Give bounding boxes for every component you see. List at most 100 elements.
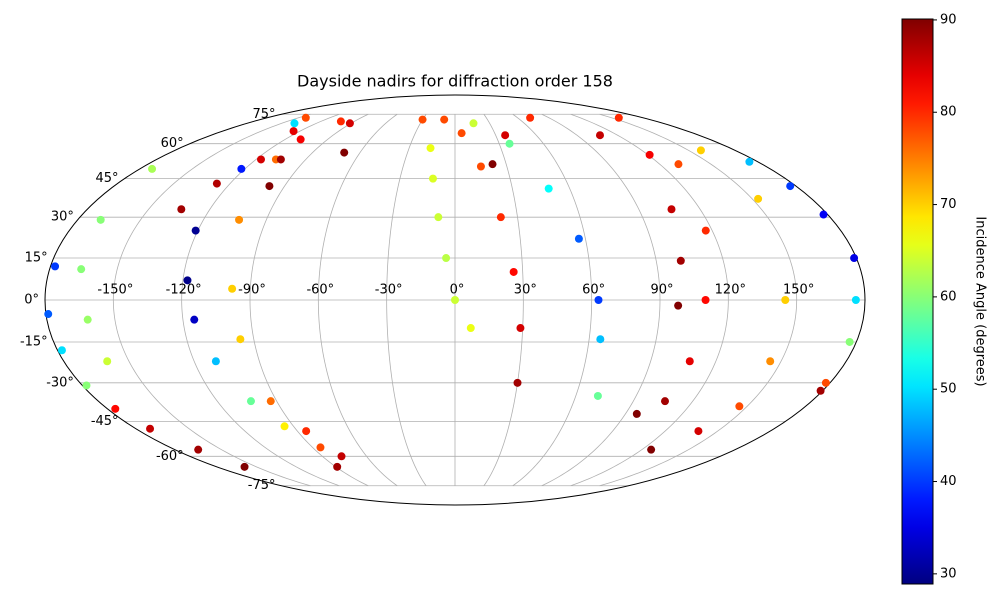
colorbar-label: Incidence Angle (degrees)	[973, 216, 988, 386]
point	[505, 139, 514, 148]
point	[496, 213, 505, 222]
point	[442, 254, 451, 263]
y-tick-label: 60°	[161, 136, 184, 151]
point	[302, 427, 311, 436]
colorbar-tick-label: 50	[940, 382, 957, 397]
point	[674, 301, 683, 310]
point	[211, 357, 220, 366]
point	[781, 296, 790, 304]
y-tick-label: 45°	[96, 171, 119, 186]
point	[593, 391, 602, 400]
y-tick-label: -45°	[91, 414, 119, 429]
x-tick-label: 120°	[715, 283, 746, 298]
grid-line	[386, 114, 427, 486]
grid-line	[181, 113, 340, 487]
x-tick-label: -60°	[306, 283, 334, 298]
point	[236, 335, 245, 344]
y-tick-label: 75°	[252, 107, 275, 122]
point	[647, 445, 656, 454]
point	[235, 215, 244, 224]
point	[237, 164, 246, 173]
point	[340, 148, 349, 157]
point	[280, 422, 289, 431]
point	[316, 443, 325, 452]
colorbar-tick-label: 30	[940, 566, 957, 581]
point	[701, 296, 710, 304]
point	[191, 226, 200, 235]
colorbar-tick-label: 90	[940, 12, 957, 27]
grid-line	[483, 114, 524, 486]
point	[77, 265, 86, 274]
point	[57, 346, 66, 355]
y-tick-label: 0°	[24, 293, 39, 308]
point	[183, 276, 192, 285]
point	[256, 155, 265, 164]
point	[660, 397, 669, 406]
point	[194, 445, 203, 454]
colorbar-tick-label: 40	[940, 474, 957, 489]
y-tick-label: -75°	[248, 478, 276, 493]
point	[103, 357, 112, 366]
point	[51, 262, 60, 271]
point	[44, 310, 53, 319]
point	[111, 404, 120, 413]
point	[296, 135, 305, 144]
point	[701, 226, 710, 235]
point	[476, 162, 485, 171]
point	[526, 113, 535, 122]
grid-line	[249, 113, 369, 487]
point	[82, 381, 91, 390]
point	[148, 164, 157, 173]
x-tick-label: 30°	[514, 283, 537, 298]
point	[290, 119, 299, 128]
point	[614, 113, 623, 122]
colorbar-tick-label: 80	[940, 105, 957, 120]
point	[694, 427, 703, 436]
points	[44, 113, 860, 471]
point	[645, 150, 654, 159]
point	[190, 315, 199, 324]
y-tick-label: -60°	[156, 449, 184, 464]
point	[434, 213, 443, 222]
x-tick-label: 60°	[582, 283, 605, 298]
point	[426, 144, 435, 153]
point	[632, 409, 641, 418]
x-tick-label: 90°	[650, 283, 673, 298]
point	[685, 357, 694, 366]
point	[667, 205, 676, 214]
point	[574, 234, 583, 243]
point	[816, 386, 825, 395]
point	[440, 115, 449, 124]
point	[228, 284, 237, 293]
grid-line	[112, 113, 311, 487]
point	[337, 452, 346, 461]
point	[83, 315, 92, 324]
tick-labels: -75° -60° -45° -30° -15° 0° 15° 30° 45° 60° 75° -15…	[20, 107, 814, 493]
point	[96, 215, 105, 224]
point	[457, 129, 466, 138]
point	[266, 397, 275, 406]
chart-title: Dayside nadirs for diffraction order 158	[297, 72, 613, 91]
point	[696, 146, 705, 155]
point	[418, 115, 427, 124]
point	[276, 155, 285, 164]
y-tick-label: 15°	[25, 251, 48, 266]
point	[735, 402, 744, 411]
point	[466, 324, 475, 333]
x-tick-label: -90°	[238, 283, 266, 298]
x-tick-label: -30°	[375, 283, 403, 298]
colorbar-tick-label: 60	[940, 289, 957, 304]
point	[246, 397, 255, 406]
x-tick-label: 150°	[783, 283, 814, 298]
y-tick-label: 30°	[51, 210, 74, 225]
point	[428, 174, 437, 183]
point	[516, 324, 525, 333]
point	[766, 357, 775, 366]
point	[595, 131, 604, 140]
point	[544, 184, 553, 193]
point	[265, 182, 274, 191]
y-tick-label: -30°	[46, 375, 74, 390]
point	[594, 296, 603, 304]
grid-line	[541, 113, 661, 487]
grid-line	[570, 113, 729, 487]
